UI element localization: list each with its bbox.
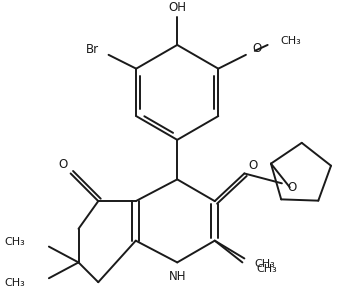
Text: CH₃: CH₃ — [256, 264, 277, 274]
Text: CH₃: CH₃ — [254, 259, 275, 269]
Text: NH: NH — [168, 270, 186, 283]
Text: O: O — [288, 181, 297, 194]
Text: CH₃: CH₃ — [280, 36, 301, 46]
Text: O: O — [248, 159, 258, 172]
Text: Br: Br — [86, 44, 99, 56]
Text: CH₃: CH₃ — [5, 237, 25, 247]
Text: CH₃: CH₃ — [5, 278, 25, 288]
Text: O: O — [58, 158, 67, 171]
Text: O: O — [253, 42, 262, 55]
Text: OH: OH — [168, 1, 186, 14]
